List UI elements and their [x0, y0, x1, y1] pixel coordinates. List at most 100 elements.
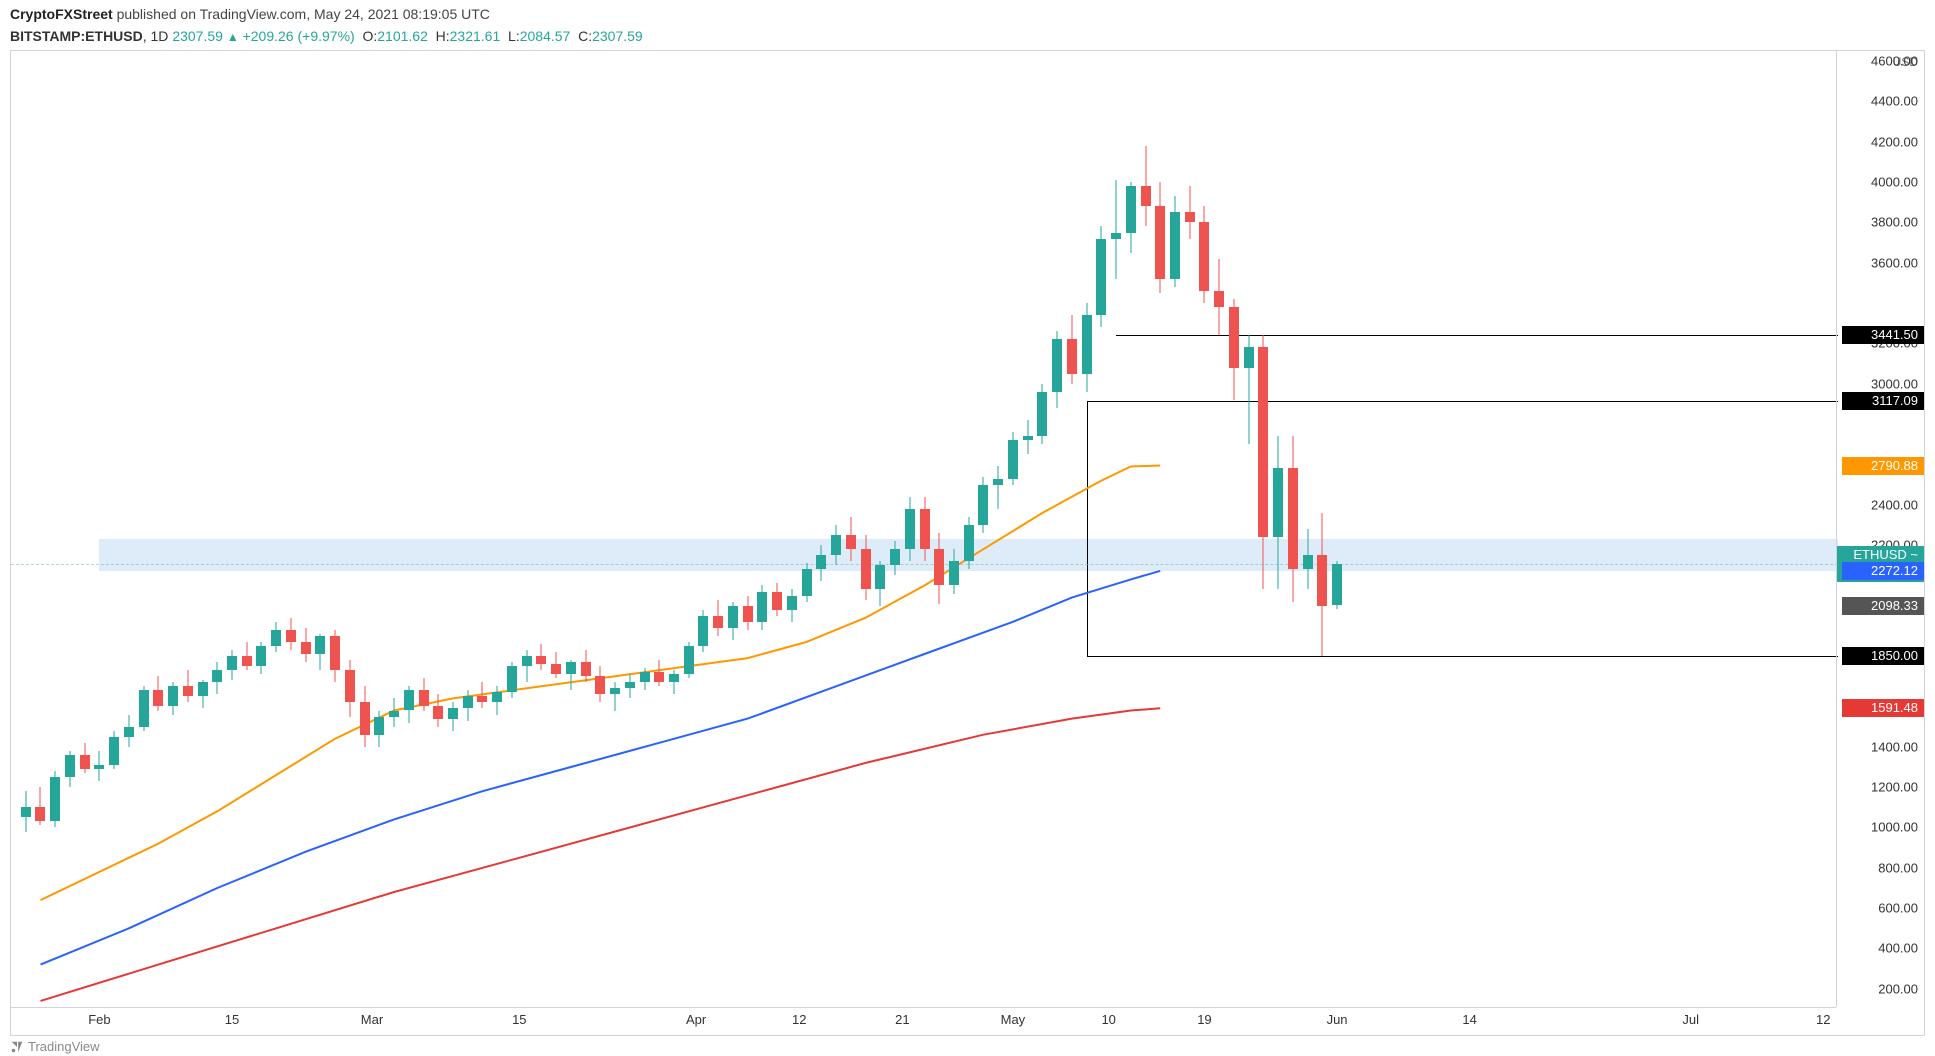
- candle: [109, 51, 119, 1009]
- candle: [1332, 51, 1342, 1009]
- candle: [802, 51, 812, 1009]
- candle: [94, 51, 104, 1009]
- candle: [684, 51, 694, 1009]
- candle: [625, 51, 635, 1009]
- candle: [374, 51, 384, 1009]
- x-axis-tick: 21: [895, 1012, 909, 1027]
- candle: [168, 51, 178, 1009]
- candle: [330, 51, 340, 1009]
- candle: [1170, 51, 1180, 1009]
- candle: [964, 51, 974, 1009]
- y-axis-tick: 4400.00: [1871, 94, 1918, 109]
- candle: [301, 51, 311, 1009]
- candle: [978, 51, 988, 1009]
- candle: [242, 51, 252, 1009]
- candle: [183, 51, 193, 1009]
- high-value: 2321.61: [450, 28, 501, 44]
- close-value: 2307.59: [592, 28, 643, 44]
- candle: [1067, 51, 1077, 1009]
- candle: [640, 51, 650, 1009]
- price-tag: 1591.48: [1842, 699, 1924, 717]
- interval-label: , 1D: [143, 28, 169, 44]
- candle: [772, 51, 782, 1009]
- candle: [993, 51, 1003, 1009]
- candle: [566, 51, 576, 1009]
- candle: [271, 51, 281, 1009]
- candle: [743, 51, 753, 1009]
- ohlc-bar: BITSTAMP:ETHUSD, 1D 2307.59 ▲ +209.26 (+…: [10, 28, 643, 44]
- candle: [124, 51, 134, 1009]
- candle: [1303, 51, 1313, 1009]
- candle: [286, 51, 296, 1009]
- tradingview-icon: [10, 1040, 24, 1054]
- x-axis-tick: 15: [225, 1012, 239, 1027]
- candle: [1052, 51, 1062, 1009]
- candle: [934, 51, 944, 1009]
- y-axis-tick: 4000.00: [1871, 175, 1918, 190]
- tradingview-watermark: TradingView: [10, 1039, 100, 1054]
- candle: [153, 51, 163, 1009]
- candle: [698, 51, 708, 1009]
- y-axis: USD 200.00400.00600.00800.001000.001200.…: [1836, 51, 1924, 1007]
- low-label: L:: [508, 28, 520, 44]
- candle: [831, 51, 841, 1009]
- x-axis-tick: 10: [1101, 1012, 1115, 1027]
- candle: [728, 51, 738, 1009]
- y-axis-tick: 800.00: [1878, 860, 1918, 875]
- candle: [1082, 51, 1092, 1009]
- candle: [875, 51, 885, 1009]
- chart-plot-area[interactable]: [11, 51, 1836, 1007]
- candle: [846, 51, 856, 1009]
- x-axis-tick: 12: [1816, 1012, 1830, 1027]
- candle: [551, 51, 561, 1009]
- candle: [1141, 51, 1151, 1009]
- candle: [1126, 51, 1136, 1009]
- x-axis-tick: 15: [512, 1012, 526, 1027]
- candle: [360, 51, 370, 1009]
- y-axis-tick: 200.00: [1878, 981, 1918, 996]
- open-label: O:: [362, 28, 377, 44]
- candle: [757, 51, 767, 1009]
- candle: [861, 51, 871, 1009]
- candle: [404, 51, 414, 1009]
- y-axis-tick: 1400.00: [1871, 739, 1918, 754]
- candle: [536, 51, 546, 1009]
- price-tag: 2272.12: [1842, 562, 1924, 580]
- candle: [507, 51, 517, 1009]
- change-value: +209.26: [243, 28, 294, 44]
- candle: [463, 51, 473, 1009]
- candle: [80, 51, 90, 1009]
- candle: [816, 51, 826, 1009]
- x-axis-tick: Jun: [1327, 1012, 1348, 1027]
- price-tag: 3441.50: [1842, 326, 1924, 344]
- candle: [949, 51, 959, 1009]
- y-axis-tick: 4600.00: [1871, 54, 1918, 69]
- candle: [1229, 51, 1239, 1009]
- candle: [522, 51, 532, 1009]
- price-tag: 3117.09: [1842, 392, 1924, 410]
- candle: [433, 51, 443, 1009]
- candle: [1273, 51, 1283, 1009]
- high-label: H:: [436, 28, 450, 44]
- candle: [1111, 51, 1121, 1009]
- publish-timestamp: May 24, 2021 08:19:05 UTC: [314, 6, 490, 22]
- y-axis-tick: 2400.00: [1871, 497, 1918, 512]
- publisher-name: CryptoFXStreet: [10, 6, 113, 22]
- chart-container: USD 200.00400.00600.00800.001000.001200.…: [10, 50, 1925, 1036]
- candle: [905, 51, 915, 1009]
- y-axis-tick: 400.00: [1878, 941, 1918, 956]
- y-axis-tick: 1200.00: [1871, 780, 1918, 795]
- y-axis-tick: 3600.00: [1871, 255, 1918, 270]
- open-value: 2101.62: [377, 28, 428, 44]
- candle: [139, 51, 149, 1009]
- candle: [610, 51, 620, 1009]
- candle: [492, 51, 502, 1009]
- candle: [654, 51, 664, 1009]
- candle: [595, 51, 605, 1009]
- x-axis-tick: 19: [1197, 1012, 1211, 1027]
- candle: [198, 51, 208, 1009]
- candle: [1023, 51, 1033, 1009]
- x-axis-tick: Feb: [88, 1012, 110, 1027]
- publish-header: CryptoFXStreet published on TradingView.…: [10, 6, 490, 22]
- candle: [1214, 51, 1224, 1009]
